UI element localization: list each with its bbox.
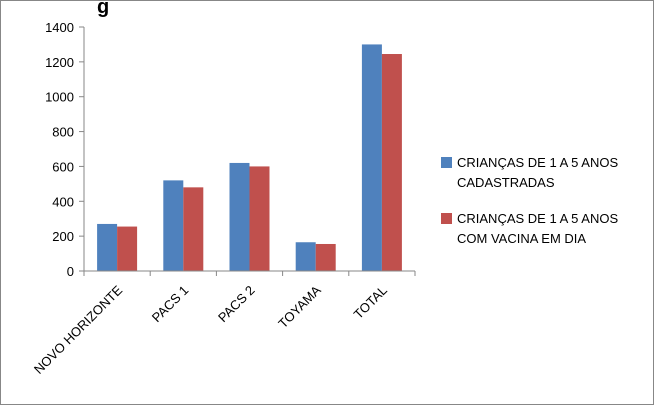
- bar-toyama-series-2: [315, 243, 336, 271]
- y-tick-label: 1000: [45, 90, 74, 105]
- bar-novo-horizonte-series-2: [117, 226, 138, 271]
- bar-total-series-1: [361, 44, 382, 271]
- bar-pacs-2-series-1: [229, 162, 250, 271]
- chart-title: g: [97, 0, 109, 18]
- bar-pacs-1-series-1: [163, 180, 184, 271]
- legend-label-series-2: COM VACINA EM DIA: [457, 231, 586, 246]
- y-tick-label: 600: [52, 159, 74, 174]
- y-tick-label: 400: [52, 194, 74, 209]
- legend: CRIANÇAS DE 1 A 5 ANOS CADASTRADAS CRIANÇA…: [441, 155, 618, 246]
- legend-label-series-1: CRIANÇAS DE 1 A 5 ANOS: [457, 155, 618, 170]
- bar-novo-horizonte-series-1: [97, 223, 118, 271]
- legend-label-series-1: CADASTRADAS: [457, 175, 555, 190]
- bar-pacs-2-series-2: [249, 166, 270, 271]
- y-tick-label: 0: [67, 264, 74, 279]
- bar-pacs-1-series-2: [183, 187, 204, 271]
- bars: [97, 44, 402, 272]
- y-tick-label: 1400: [45, 20, 74, 35]
- y-tick-label: 1200: [45, 55, 74, 70]
- legend-swatch-series-1: [441, 157, 452, 168]
- legend-label-series-2: CRIANÇAS DE 1 A 5 ANOS: [457, 211, 618, 226]
- y-tick-label: 800: [52, 125, 74, 140]
- bar-toyama-series-1: [295, 242, 316, 271]
- y-tick-label: 200: [52, 229, 74, 244]
- y-axis: 0 200 400 600 800 1000 1200 1400: [45, 20, 85, 279]
- bar-total-series-2: [381, 54, 402, 272]
- legend-swatch-series-2: [441, 213, 452, 224]
